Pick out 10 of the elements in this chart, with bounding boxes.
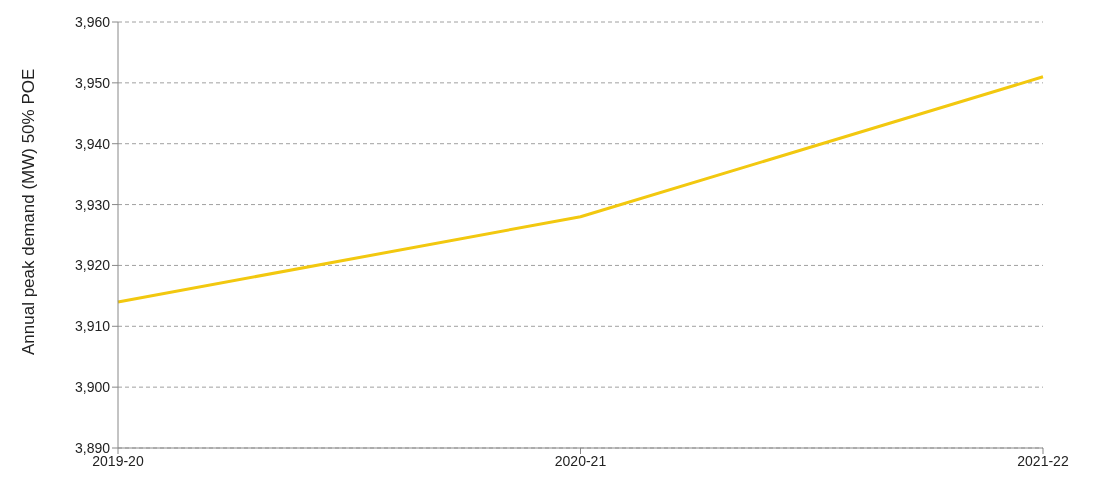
y-tick-label: 3,900 xyxy=(74,379,111,396)
x-tick-label: 2020-21 xyxy=(554,452,607,469)
y-axis-title: Annual peak demand (MW) 50% POE xyxy=(19,68,39,355)
y-tick-label: 3,950 xyxy=(74,74,111,91)
y-tick-label: 3,920 xyxy=(74,257,111,274)
y-tick-label: 3,910 xyxy=(74,318,111,335)
y-tick-label: 3,940 xyxy=(74,135,111,152)
y-tick-label: 3,960 xyxy=(74,13,111,30)
x-tick-label: 2021-22 xyxy=(1017,452,1069,469)
y-tick-label: 3,930 xyxy=(74,196,111,213)
